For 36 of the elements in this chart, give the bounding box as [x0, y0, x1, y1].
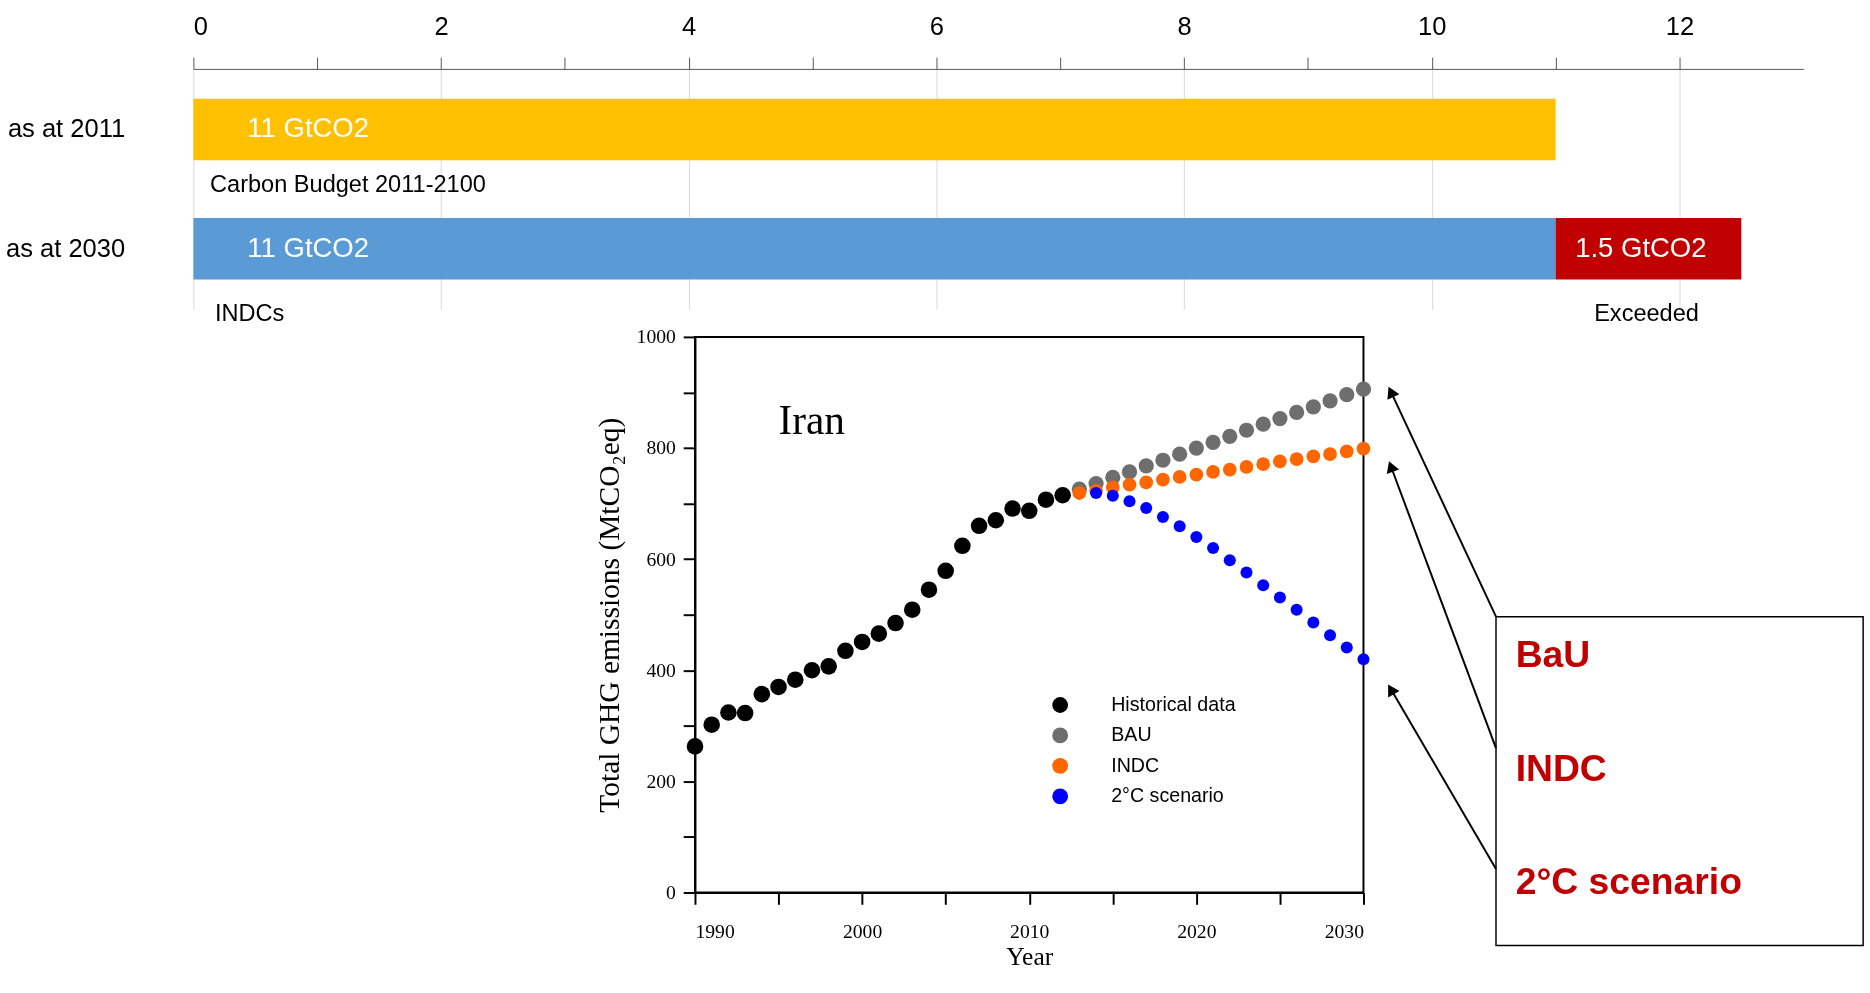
text: Iran — [778, 397, 845, 444]
x-tick-label: 2020 — [1177, 921, 1217, 943]
y-tick-label: 1000 — [636, 326, 677, 348]
annotation: Exceeded — [1594, 300, 1699, 327]
text: 2°C scenario — [1515, 860, 1743, 903]
legend-label: 2°C scenario — [1111, 784, 1224, 807]
x-tick-label: 4 — [682, 12, 697, 41]
text: INDC — [1515, 746, 1607, 789]
x-tick-label: 6 — [929, 12, 944, 41]
y-tick-label: 200 — [646, 770, 677, 792]
data-label: 11 GtCO2 — [247, 112, 369, 144]
y-axis-title: Total GHG emissions (MtCO₂eq) — [592, 417, 626, 813]
annotation: INDCs — [214, 300, 285, 327]
legend-label: INDC — [1111, 753, 1160, 776]
annotation: Carbon Budget 2011-2100 — [210, 170, 486, 197]
y-tick-label: as at 2030 — [5, 233, 126, 262]
data-label: 1.5 GtCO2 — [1575, 231, 1707, 263]
y-tick-label: 0 — [666, 881, 677, 903]
x-tick-label: 2010 — [1010, 921, 1050, 943]
x-tick-label: 12 — [1665, 12, 1695, 41]
y-tick-label: 800 — [646, 437, 677, 459]
x-tick-label: 2000 — [842, 921, 883, 943]
legend-label: BAU — [1111, 723, 1152, 746]
x-tick-label: 2030 — [1324, 921, 1365, 943]
x-tick-label: 8 — [1177, 12, 1192, 41]
x-tick-label: 0 — [193, 12, 209, 41]
x-tick-label: 10 — [1418, 12, 1447, 41]
legend-label: Historical data — [1111, 692, 1236, 715]
y-tick-label: as at 2011 — [7, 114, 126, 143]
x-axis-title: Year — [1006, 941, 1054, 971]
text: BaU — [1515, 632, 1591, 675]
x-tick-label: 1990 — [695, 921, 735, 943]
y-tick-label: 400 — [646, 659, 677, 681]
data-label: 11 GtCO2 — [247, 231, 369, 263]
y-tick-label: 600 — [646, 548, 677, 570]
x-tick-label: 2 — [434, 12, 449, 41]
